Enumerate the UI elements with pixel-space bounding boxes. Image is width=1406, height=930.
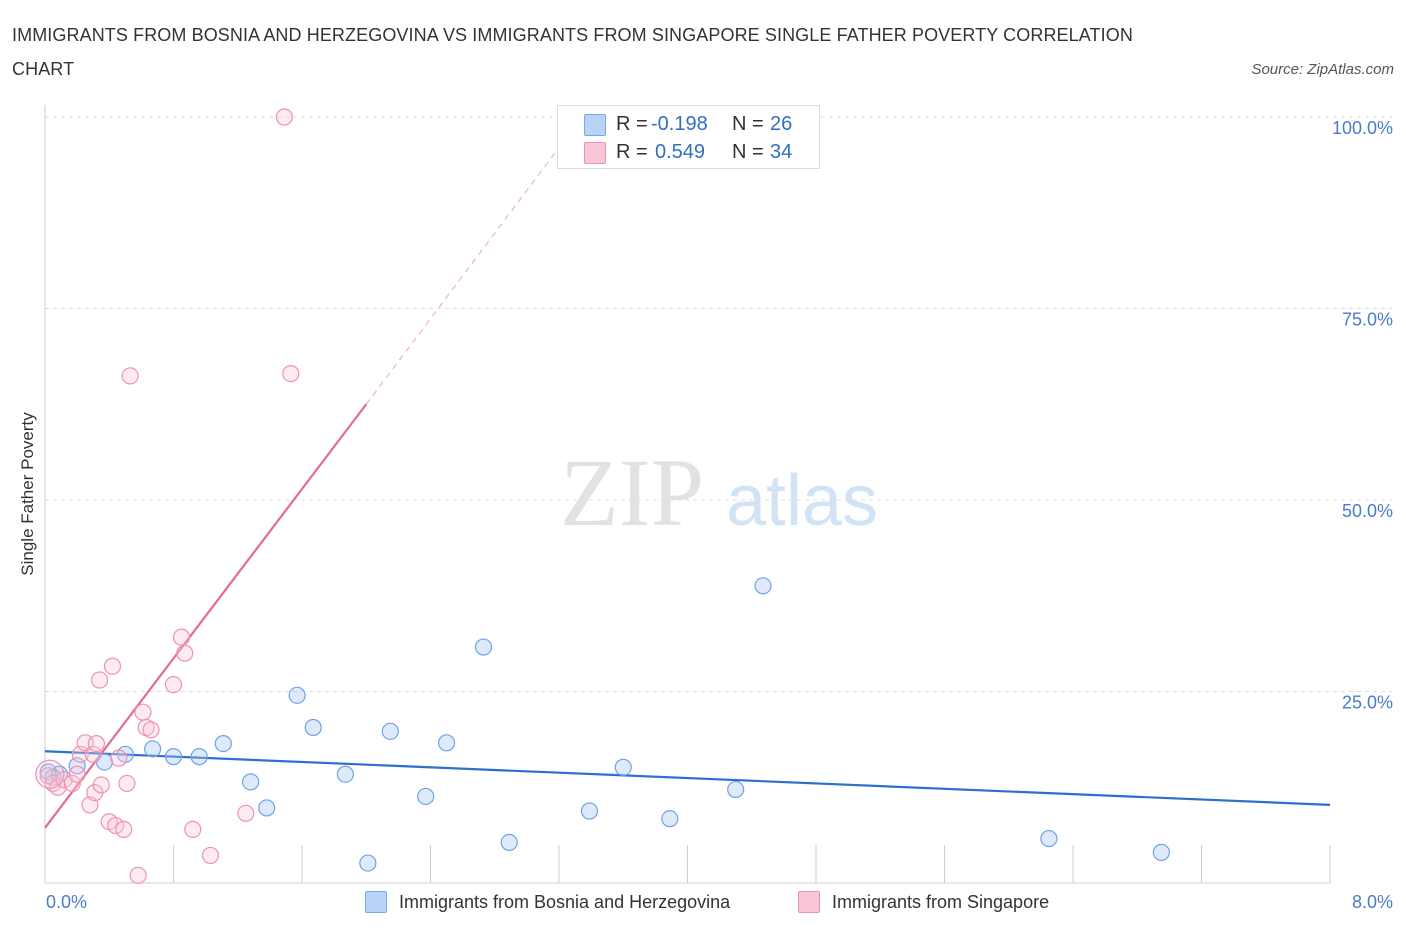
data-point-singapore (184, 820, 202, 838)
legend-r-label: R = (616, 141, 648, 163)
legend-r-value-singapore: 0.549 (655, 141, 706, 163)
y-tick-label: 25.0% (1342, 693, 1393, 713)
trend-line-bosnia (44, 750, 1331, 806)
data-point-singapore (107, 816, 125, 835)
data-point-singapore (115, 820, 133, 838)
data-points (35, 108, 1170, 884)
data-point-bosnia (258, 799, 276, 817)
data-point-singapore (87, 734, 106, 753)
data-point-bosnia (417, 787, 435, 806)
stats-legend: R = -0.198 N = 26 R = 0.549 N = 34 (557, 105, 820, 169)
legend-r-value-bosnia: -0.198 (651, 113, 708, 135)
x-tick-label: 8.0% (1352, 892, 1393, 912)
data-point-singapore (201, 846, 220, 865)
trend-line-singapore-extension (365, 147, 560, 405)
data-point-singapore (110, 749, 128, 767)
legend-n-label: N = (732, 141, 764, 163)
data-point-singapore (164, 676, 183, 694)
y-tick-label: 50.0% (1342, 501, 1393, 521)
data-point-bosnia (500, 833, 518, 852)
data-point-cluster (35, 759, 65, 789)
legend-r-label: R = (616, 113, 648, 135)
legend-label-singapore: Immigrants from Singapore (832, 892, 1050, 912)
tick-labels: 25.0% 50.0% 75.0% 100.0% 0.0% 8.0% (46, 118, 1393, 912)
data-point-bosnia (727, 780, 745, 799)
legend-swatch-singapore (798, 891, 820, 913)
data-point-singapore (282, 365, 300, 383)
data-point-bosnia (1040, 829, 1058, 848)
data-point-bosnia (580, 802, 599, 820)
data-point-singapore (129, 866, 147, 884)
watermark: ZIP atlas (560, 439, 878, 546)
watermark-atlas: atlas (726, 461, 878, 541)
trend-line-singapore (44, 403, 368, 829)
data-point-singapore (172, 628, 191, 646)
data-point-bosnia (304, 718, 322, 737)
legend-swatch-bosnia (365, 891, 387, 913)
data-point-bosnia (144, 740, 162, 758)
grid-lines (45, 116, 1392, 692)
source-label: Source: ZipAtlas.com (1251, 61, 1394, 78)
data-point-singapore (118, 774, 136, 793)
data-point-singapore (68, 765, 86, 783)
data-point-bosnia (190, 748, 208, 766)
data-point-singapore (92, 776, 110, 794)
data-point-bosnia (381, 722, 399, 740)
axes (44, 105, 1331, 884)
data-point-bosnia (474, 638, 493, 656)
data-point-bosnia (437, 734, 456, 752)
data-point-singapore (121, 367, 139, 385)
x-tick-label: 0.0% (46, 892, 87, 912)
data-point-singapore (84, 745, 102, 763)
data-point-bosnia (164, 748, 183, 766)
data-point-singapore (142, 721, 160, 739)
data-point-singapore (275, 108, 293, 126)
data-point-bosnia (754, 577, 772, 595)
data-point-bosnia (288, 686, 306, 704)
y-tick-label: 75.0% (1342, 310, 1393, 330)
data-point-singapore (134, 703, 152, 721)
legend-n-value-singapore: 34 (770, 141, 793, 163)
data-point-singapore (176, 644, 194, 662)
data-point-bosnia (1152, 843, 1170, 861)
data-point-bosnia (242, 773, 260, 791)
legend-swatch-bosnia (584, 114, 606, 136)
data-point-singapore (103, 657, 122, 675)
legend-label-bosnia: Immigrants from Bosnia and Herzegovina (399, 892, 731, 912)
chart-title: IMMIGRANTS FROM BOSNIA AND HERZEGOVINA V… (12, 25, 1133, 79)
watermark-zip: ZIP (560, 439, 704, 546)
data-point-bosnia (661, 810, 679, 828)
legend-swatch-singapore (584, 142, 606, 164)
data-point-bosnia (214, 734, 232, 753)
legend-n-label: N = (732, 113, 764, 135)
y-tick-label: 100.0% (1332, 118, 1393, 138)
data-point-bosnia (359, 854, 377, 872)
data-point-singapore (237, 804, 255, 822)
data-point-singapore (63, 774, 81, 793)
data-point-bosnia (336, 765, 354, 783)
data-point-bosnia (614, 758, 632, 776)
data-point-singapore (91, 671, 109, 689)
legend-n-value-bosnia: 26 (770, 113, 793, 135)
